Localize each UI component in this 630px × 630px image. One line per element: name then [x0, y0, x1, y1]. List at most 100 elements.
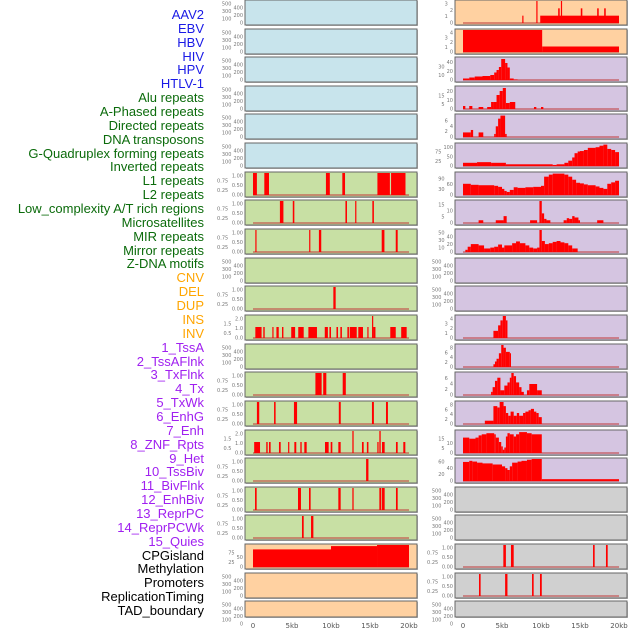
y-tick-label: 200 [233, 357, 243, 363]
track-label: Promoters [144, 575, 204, 591]
y-tick-label: 25 [435, 159, 441, 165]
signal-bar [463, 437, 470, 453]
y-tick-label: 0 [450, 164, 453, 170]
track-label: 4_Tx [175, 381, 204, 397]
signal-bar [502, 466, 506, 481]
y-tick-label: 6 [445, 119, 448, 125]
track-labels: AAV2 EBV HBV HIV HPV HTLV-1 Alu repeats A-Phase… [0, 0, 204, 630]
signal-bar [385, 402, 388, 424]
y-tick-label: 0 [450, 336, 453, 342]
signal-bar [560, 242, 565, 252]
y-tick-label: 400 [443, 263, 453, 269]
signal-bar [465, 249, 468, 252]
y-tick-label: 0.75 [217, 521, 228, 527]
signal-bar [371, 402, 374, 424]
signal-bar [568, 176, 573, 195]
track-panel-left: 0.00 0.25 0.50 0.75 1.00 [217, 371, 418, 399]
y-tick-label: 300 [222, 123, 232, 129]
signal-bar [509, 434, 514, 453]
signal-bar [403, 442, 406, 453]
signal-bar [519, 415, 524, 424]
signal-bar [607, 183, 612, 195]
signal-bar [469, 106, 473, 109]
y-tick-label: 20 [447, 89, 453, 95]
signal-bar [526, 459, 532, 481]
y-tick-label: 500 [222, 145, 232, 151]
signal-bar [499, 402, 504, 424]
track-label: Inverted repeats [110, 159, 204, 175]
y-tick-label: 10 [447, 98, 453, 104]
panel-background [244, 600, 418, 618]
signal-bar [496, 358, 499, 367]
y-tick-label: 0 [450, 135, 453, 141]
y-tick-label: 0.0 [235, 336, 243, 342]
signal-bar [482, 76, 491, 80]
signal-bar [478, 435, 482, 453]
y-tick-label: 100 [222, 17, 232, 23]
signal-bar [472, 461, 478, 481]
signal-bar [607, 148, 612, 166]
signal-bar [463, 162, 478, 166]
y-tick-label: 1 [445, 331, 448, 337]
y-tick-label: 1.00 [232, 202, 243, 208]
y-tick-label: 300 [222, 9, 232, 15]
signal-bar [519, 243, 526, 252]
panel-background [244, 142, 418, 169]
y-tick-label: 200 [233, 99, 243, 105]
y-tick-label: 400 [233, 349, 243, 355]
signal-bar [507, 382, 510, 395]
y-tick-label: 200 [443, 299, 453, 305]
signal-bar [513, 187, 518, 195]
y-tick-label: 500 [222, 260, 232, 266]
track-label: Mirror repeats [123, 242, 204, 258]
signal-bar [599, 187, 604, 195]
signal-bar [492, 387, 495, 395]
y-tick-label: 40 [447, 60, 453, 66]
y-tick-label: 60 [438, 460, 444, 466]
signal-bar [539, 230, 542, 252]
y-tick-label: 0.25 [217, 388, 228, 394]
panel-background [244, 228, 418, 255]
y-tick-label: 100 [432, 504, 442, 510]
y-tick-label: 0 [450, 21, 453, 27]
signal-bar [566, 218, 570, 223]
signal-bar [372, 316, 374, 338]
signal-bar [391, 173, 406, 195]
signal-bar [548, 243, 553, 252]
signal-bar [572, 248, 578, 252]
signal-bar [366, 442, 369, 453]
y-tick-label: 0.75 [217, 378, 228, 384]
y-tick-label: 0 [450, 508, 453, 514]
signal-bar [331, 546, 378, 567]
track-panel-left: 0.00 0.25 0.50 0.75 1.00 [217, 199, 418, 227]
signal-bar [390, 327, 396, 338]
y-tick-label: 0.50 [232, 183, 243, 189]
track-label: L2 repeats [142, 187, 204, 203]
y-tick-label: 0.00 [232, 221, 243, 227]
signal-bar [395, 442, 398, 453]
signal-bar [526, 390, 530, 395]
signal-bar [276, 327, 279, 338]
signal-bar [340, 327, 342, 338]
y-tick-label: 1.00 [232, 403, 243, 409]
track-label: L1 repeats [142, 173, 204, 189]
y-tick-label: 0 [450, 393, 453, 399]
y-tick-label: 0.75 [217, 464, 228, 470]
y-tick-label: 0 [240, 107, 243, 113]
signal-bar [498, 67, 502, 80]
signal-bar [373, 327, 376, 338]
signal-bar [507, 67, 510, 80]
panel-background [454, 600, 628, 618]
panel-background [244, 28, 418, 55]
signal-bar [366, 459, 369, 481]
y-tick-label: 20 [447, 242, 453, 248]
y-tick-label: 0.75 [217, 292, 228, 298]
signal-bar [611, 182, 616, 195]
signal-bar [324, 327, 328, 338]
y-tick-label: 500 [222, 31, 232, 37]
